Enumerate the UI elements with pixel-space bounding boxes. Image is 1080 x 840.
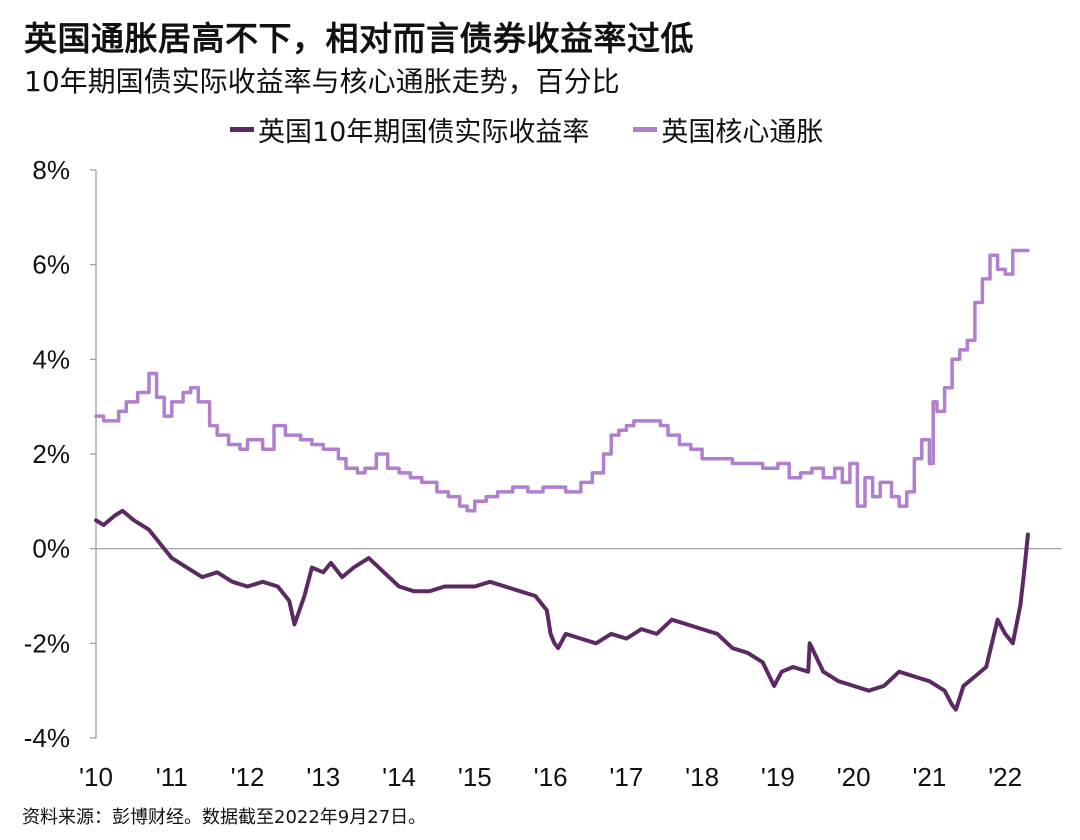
- y-tick-label: 6%: [32, 250, 70, 280]
- legend-swatch-real-yield: [230, 127, 254, 132]
- y-tick-label: 2%: [32, 439, 70, 469]
- x-tick-label: '19: [761, 762, 795, 792]
- chart-title: 英国通胀居高不下，相对而言债券收益率过低: [24, 19, 694, 58]
- x-tick-label: '12: [231, 762, 265, 792]
- y-tick-label: -4%: [24, 723, 70, 753]
- x-tick-label: '21: [912, 762, 946, 792]
- x-tick-label: '11: [156, 762, 188, 792]
- x-tick-label: '22: [988, 762, 1022, 792]
- series-line-real-yield: [94, 508, 1030, 712]
- series-lines: [94, 248, 1030, 712]
- y-tick-label: -2%: [24, 628, 70, 658]
- x-tick-label: '16: [534, 762, 568, 792]
- axes: 8% 6% 4% 2% 0% -2% -4% '10 '11 '12 '13 '14 '15 '16 '17…: [24, 155, 1062, 792]
- x-tick-label: '20: [837, 762, 871, 792]
- series-line-core-inflation: [94, 248, 1030, 513]
- chart-subtitle: 10年期国债实际收益率与核心通胀走势，百分比: [24, 65, 620, 98]
- y-tick-label: 0%: [32, 534, 70, 564]
- source-note: 资料来源：彭博财经。数据截至2022年9月27日。: [22, 807, 427, 828]
- y-tick-label: 4%: [32, 344, 70, 374]
- x-tick-label: '18: [685, 762, 719, 792]
- x-tick-label: '17: [609, 762, 643, 792]
- x-tick-label: '15: [458, 762, 492, 792]
- legend: 英国10年期国债实际收益率 英国核心通胀: [230, 110, 823, 149]
- x-tick-label: '13: [306, 762, 340, 792]
- legend-swatch-core-inflation: [633, 127, 658, 132]
- y-tick-label: 8%: [32, 155, 70, 185]
- legend-item-core-inflation: 英国核心通胀: [633, 110, 823, 149]
- legend-label-real-yield: 英国10年期国债实际收益率: [258, 117, 590, 148]
- x-tick-label: '14: [382, 762, 416, 792]
- legend-label-core-inflation: 英国核心通胀: [661, 117, 824, 148]
- legend-item-real-yield: 英国10年期国债实际收益率: [230, 110, 589, 149]
- x-tick-label: '10: [79, 762, 113, 792]
